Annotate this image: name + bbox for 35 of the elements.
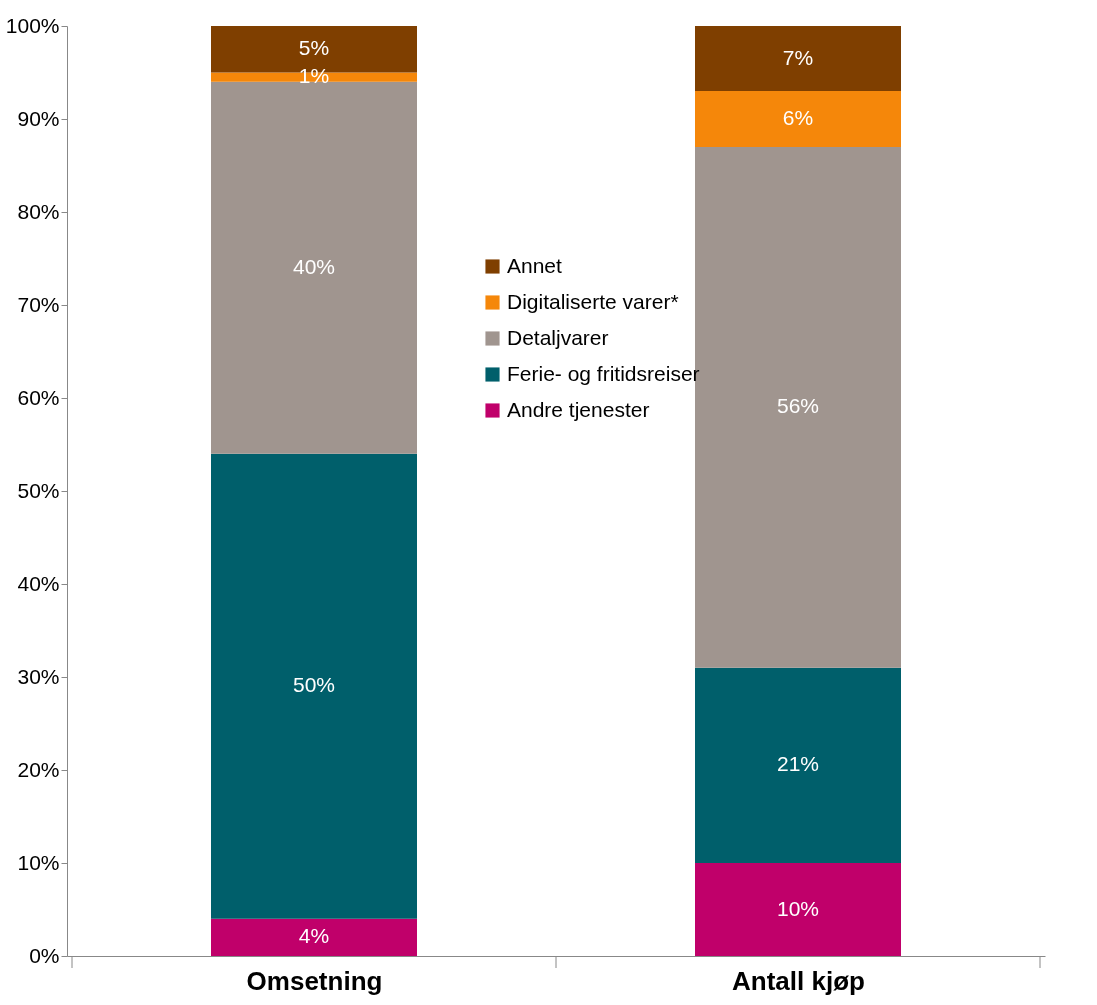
data-label: 56% xyxy=(776,394,820,418)
x-tick-label: Omsetning xyxy=(246,965,383,996)
data-label: 5% xyxy=(298,36,330,60)
y-tick-label: 80% xyxy=(17,199,60,223)
y-tick-label: 60% xyxy=(17,385,60,409)
data-label: 1% xyxy=(298,64,330,88)
data-label: 10% xyxy=(776,896,820,920)
bar xyxy=(211,918,417,956)
legend-label: Ferie- og fritidsreiser xyxy=(507,361,700,385)
y-tick-label: 30% xyxy=(17,664,60,688)
bar xyxy=(211,81,417,454)
data-label: 4% xyxy=(298,924,330,948)
data-label: 7% xyxy=(782,45,814,69)
y-tick-label: 90% xyxy=(17,106,60,130)
bar xyxy=(211,453,417,919)
y-tick-label: 40% xyxy=(17,571,60,595)
bar xyxy=(695,26,901,92)
y-tick-label: 0% xyxy=(29,943,60,967)
data-label: 21% xyxy=(776,752,820,776)
y-tick-label: 50% xyxy=(17,478,60,502)
data-label: 50% xyxy=(292,673,336,697)
bar xyxy=(695,667,901,863)
legend-label: Digitaliserte varer* xyxy=(507,289,679,313)
bar xyxy=(695,91,901,147)
legend-label: Andre tjenester xyxy=(507,397,650,421)
bar xyxy=(695,863,901,956)
x-tick-label: Antall kjøp xyxy=(732,965,865,996)
y-tick-label: 20% xyxy=(17,757,60,781)
legend-label: Detaljvarer xyxy=(507,325,609,349)
data-label: 40% xyxy=(292,254,336,278)
y-tick-label: 10% xyxy=(17,850,60,874)
data-label: 6% xyxy=(782,106,814,129)
legend-label: Annet xyxy=(507,253,563,277)
y-tick-label: 100% xyxy=(5,13,60,37)
y-tick-label: 70% xyxy=(17,292,60,316)
